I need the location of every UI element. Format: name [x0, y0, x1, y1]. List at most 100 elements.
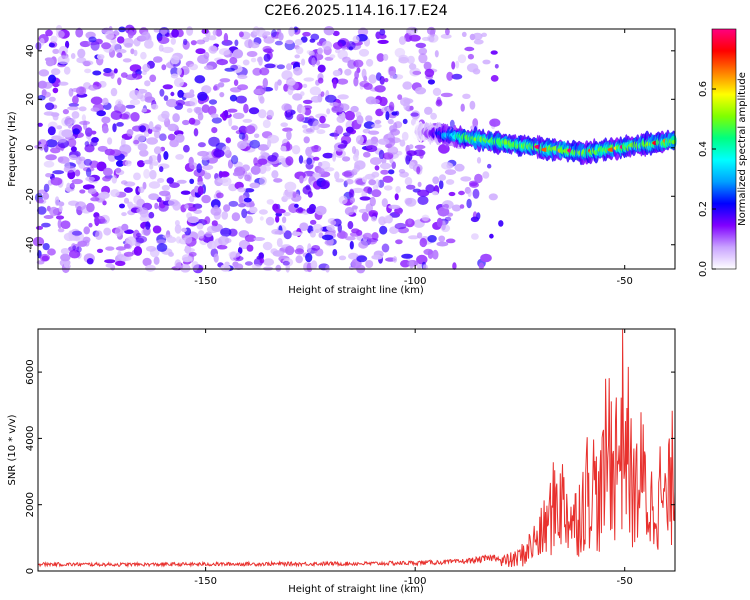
spectrogram-noise-blob	[153, 146, 162, 155]
spectrogram-noise-blob	[237, 246, 243, 255]
spectrogram-noise-blob	[302, 83, 308, 88]
spectrogram-noise-blob	[122, 58, 132, 63]
spectrogram-noise-blob	[258, 93, 264, 102]
spectrogram-x-tick-label: -100	[404, 276, 427, 287]
spectrogram-noise-blob	[174, 259, 182, 269]
spectrogram-noise-blob	[370, 98, 380, 105]
spectrogram-noise-blob	[264, 63, 276, 69]
spectrogram-noise-blob	[349, 240, 354, 250]
spectrogram-noise-blob	[417, 189, 430, 197]
spectrogram-noise-blob	[276, 64, 285, 70]
snr-x-label: Height of straight line (km)	[288, 584, 424, 595]
spectrogram-noise-blob	[120, 180, 128, 185]
spectrogram-noise-blob	[249, 200, 255, 208]
spectrogram-noise-blob	[406, 150, 417, 157]
spectrogram-noise-blob	[201, 85, 212, 94]
spectrogram-noise-blob	[375, 178, 380, 189]
spectrogram-noise-blob	[232, 112, 245, 120]
spectrogram-noise-blob	[182, 256, 193, 263]
spectrogram-noise-blob	[65, 40, 70, 49]
spectrogram-noise-blob	[105, 263, 114, 268]
spectrogram-noise-blob	[320, 91, 325, 97]
spectrogram-noise-blob	[210, 206, 222, 216]
spectrogram-noise-blob	[404, 177, 413, 186]
spectrogram-noise-blob	[112, 123, 117, 133]
spectrogram-noise-blob	[309, 86, 321, 96]
spectrogram-noise-blob	[311, 245, 321, 251]
spectrogram-noise-blob	[405, 197, 417, 207]
spectrogram-noise-blob	[274, 230, 285, 235]
spectrogram-noise-blob	[440, 33, 452, 39]
spectrogram-noise-blob	[317, 64, 326, 73]
spectrogram-noise-blob	[238, 195, 244, 204]
spectrogram-noise-blob	[349, 232, 360, 237]
spectrogram-noise-blob	[359, 80, 370, 88]
spectrogram-noise-blob	[117, 100, 122, 109]
spectrogram-noise-blob	[37, 206, 47, 215]
spectrogram-noise-blob	[67, 138, 77, 148]
spectrogram-y-tick-label: 0	[25, 145, 36, 151]
spectrogram-noise-blob	[69, 182, 75, 190]
spectrogram-noise-blob	[464, 46, 475, 52]
spectrogram-noise-blob	[401, 131, 409, 141]
spectrogram-noise-blob	[299, 175, 304, 184]
spectrogram-noise-blob	[204, 216, 211, 225]
spectrogram-noise-blob	[219, 78, 231, 83]
spectrogram-noise-blob	[244, 261, 253, 266]
spectrogram-noise-blob	[39, 37, 45, 46]
spectrogram-noise-blob	[439, 174, 446, 181]
spectrogram-noise-blob	[149, 247, 160, 258]
spectrogram-noise-blob	[183, 144, 190, 153]
spectrogram-noise-blob	[271, 170, 279, 179]
spectrogram-noise-blob	[265, 216, 275, 226]
spectrogram-noise-blob	[140, 95, 146, 102]
spectrogram-x-ticks: -150 -100 -50	[194, 29, 633, 287]
spectrogram-noise-blob	[432, 249, 439, 260]
spectrogram-noise-blob	[467, 189, 472, 197]
spectrogram-noise-blob	[376, 53, 385, 62]
spectrogram-noise-blob	[102, 97, 109, 106]
spectrogram-noise-blob	[110, 70, 115, 79]
spectrogram-noise-blob	[407, 26, 416, 36]
spectrogram-noise-blob	[352, 205, 358, 210]
snr-y-tick-label: 4000	[25, 426, 36, 451]
spectrogram-noise-blob	[371, 254, 383, 260]
spectrogram-noise-blob	[133, 139, 140, 145]
spectrogram-noise-blob	[54, 196, 60, 207]
spectrogram-noise-blob	[197, 230, 205, 239]
spectrogram-noise-blob	[390, 128, 400, 136]
spectrogram-noise-blob	[161, 184, 170, 191]
spectrogram-noise-blob	[101, 42, 112, 50]
spectrogram-noise-blob	[371, 216, 377, 222]
spectrogram-noise-blob	[102, 176, 112, 182]
spectrogram-noise-blob	[482, 59, 491, 65]
spectrogram-noise-blob	[416, 166, 421, 175]
spectrogram-noise-blob	[84, 144, 95, 153]
spectrogram-noise-blob	[162, 84, 173, 90]
spectrogram-noise-blob	[248, 107, 260, 115]
spectrogram-noise-blob	[326, 108, 331, 115]
spectrogram-noise-blob	[88, 36, 97, 43]
spectrogram-noise-blob	[361, 212, 369, 222]
spectrogram-noise-blob	[61, 129, 74, 138]
spectrogram-noise-blob	[421, 36, 431, 41]
spectrogram-noise-blob	[175, 99, 185, 106]
spectrogram-noise-blob	[175, 236, 182, 244]
spectrogram-noise-blob	[405, 155, 411, 165]
spectrogram-noise-blob	[376, 72, 382, 81]
spectrogram-noise-blob	[322, 152, 334, 159]
spectrogram-noise-blob	[189, 97, 198, 107]
spectrogram-noise-blob	[385, 111, 390, 121]
spectrogram-noise-blob	[85, 176, 95, 182]
spectrogram-noise-blob	[124, 160, 132, 167]
spectrogram-noise-blob	[56, 125, 63, 130]
snr-panel: -150 -100 -50 0 2000 4000 6000 Height of stra…	[7, 328, 676, 595]
spectrogram-noise-blob	[460, 176, 472, 182]
spectrogram-noise-blob	[102, 167, 113, 177]
spectrogram-noise-blob	[144, 39, 154, 49]
spectrogram-noise-blob	[387, 118, 394, 125]
spectrogram-noise-blob	[39, 143, 45, 151]
spectrogram-noise-blob	[365, 115, 373, 122]
spectrogram-noise-blob	[77, 48, 86, 59]
spectrogram-frame	[37, 28, 676, 270]
